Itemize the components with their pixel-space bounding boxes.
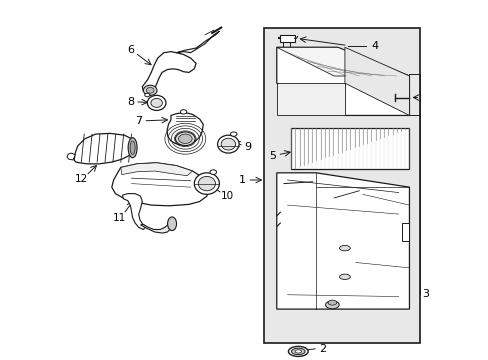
- Polygon shape: [140, 223, 172, 233]
- Text: 6: 6: [127, 45, 134, 55]
- Ellipse shape: [167, 217, 176, 230]
- Ellipse shape: [221, 138, 235, 150]
- Ellipse shape: [291, 348, 305, 355]
- Ellipse shape: [294, 350, 301, 353]
- Polygon shape: [167, 113, 203, 145]
- Text: 2: 2: [319, 343, 325, 354]
- Polygon shape: [112, 163, 208, 206]
- Polygon shape: [67, 153, 75, 160]
- Text: 8: 8: [127, 97, 134, 107]
- Ellipse shape: [217, 135, 239, 153]
- Polygon shape: [276, 173, 408, 309]
- Ellipse shape: [144, 93, 149, 97]
- Ellipse shape: [194, 173, 219, 194]
- Ellipse shape: [175, 132, 195, 145]
- Text: 1: 1: [238, 175, 245, 185]
- Ellipse shape: [147, 95, 165, 111]
- Polygon shape: [176, 31, 219, 53]
- Polygon shape: [122, 194, 145, 229]
- Ellipse shape: [128, 138, 137, 158]
- Ellipse shape: [178, 134, 192, 143]
- Polygon shape: [402, 223, 408, 241]
- Polygon shape: [74, 134, 135, 164]
- Ellipse shape: [230, 132, 237, 136]
- Ellipse shape: [198, 176, 215, 191]
- Polygon shape: [121, 163, 192, 176]
- Bar: [264, 28, 419, 343]
- Text: 5: 5: [268, 151, 275, 161]
- Ellipse shape: [339, 274, 349, 279]
- Polygon shape: [344, 47, 408, 116]
- Ellipse shape: [146, 87, 154, 93]
- Ellipse shape: [325, 301, 339, 309]
- Text: 10: 10: [220, 191, 233, 201]
- Ellipse shape: [288, 346, 307, 356]
- Polygon shape: [276, 47, 408, 76]
- Ellipse shape: [210, 170, 216, 175]
- Text: 9: 9: [244, 141, 251, 152]
- Polygon shape: [276, 83, 344, 116]
- Ellipse shape: [130, 141, 135, 154]
- Text: 3: 3: [421, 289, 428, 299]
- Ellipse shape: [151, 98, 162, 107]
- Ellipse shape: [143, 85, 157, 95]
- Polygon shape: [142, 51, 196, 93]
- Ellipse shape: [327, 300, 336, 305]
- Polygon shape: [276, 47, 408, 116]
- Polygon shape: [279, 35, 294, 42]
- Ellipse shape: [339, 246, 349, 251]
- Text: 12: 12: [75, 174, 88, 184]
- Text: 7: 7: [135, 116, 142, 126]
- Ellipse shape: [180, 110, 186, 114]
- Polygon shape: [290, 128, 408, 169]
- Text: 4: 4: [370, 41, 377, 50]
- Text: 11: 11: [112, 213, 125, 222]
